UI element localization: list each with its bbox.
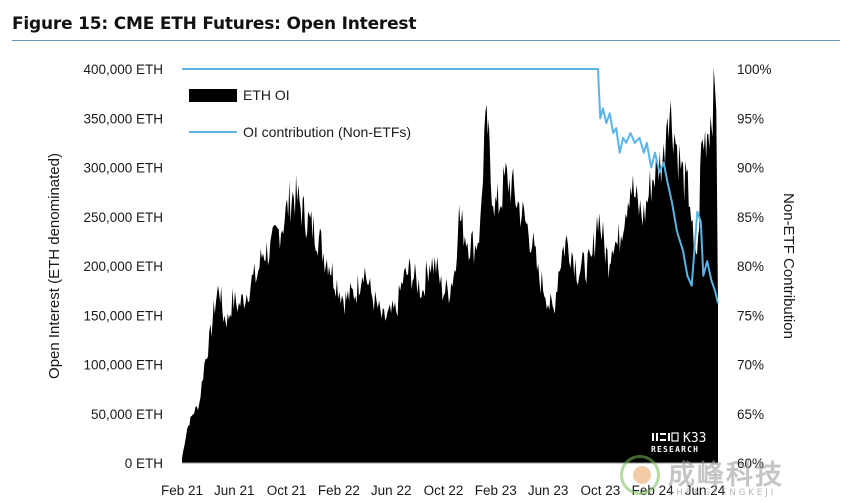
oi-contribution-line-layer [182,68,719,304]
watermark: 成峰科技 SHENGFENGKEJI [612,452,812,502]
figure-title: Figure 15: CME ETH Futures: Open Interes… [12,14,417,34]
title-rule [12,40,840,41]
x-tick-label: Jun 23 [528,483,569,498]
x-tick-label: Feb 22 [318,483,360,498]
y-right-tick-label: 80% [737,259,764,274]
y-left-tick-label: 100,000 ETH [83,358,163,373]
x-tick-label: Feb 21 [161,483,203,498]
x-tick-label: Oct 23 [581,483,621,498]
k33-logo-icon [652,432,679,442]
k33-brand-sub: RESEARCH [651,445,699,454]
y-right-tick-label: 70% [737,358,764,373]
legend: ETH OI OI contribution (Non-ETFs) [189,87,411,140]
eth-oi-area-layer [182,67,718,463]
y-left-tick-label: 50,000 ETH [91,407,163,422]
watermark-subtext: SHENGFENGKEJI [668,488,777,498]
legend-label-oi-contribution: OI contribution (Non-ETFs) [243,124,411,140]
x-tick-label: Oct 21 [267,483,307,498]
x-tick-label: Jun 22 [371,483,412,498]
y-right-tick-label: 60% [737,456,764,471]
y-left-tick-label: 200,000 ETH [83,259,163,274]
y-right-ticks: 60% 65% 70% 75% 80% 85% 90% 95% 100% [737,62,772,471]
k33-research-logo: K33 RESEARCH [651,431,706,454]
y-right-tick-label: 85% [737,210,764,225]
x-tick-label: Oct 22 [424,483,464,498]
y-left-tick-label: 150,000 ETH [83,308,163,323]
y-left-tick-label: 400,000 ETH [83,62,163,77]
y-right-tick-label: 90% [737,161,764,176]
y-right-tick-label: 100% [737,62,772,77]
x-tick-label: Jun 21 [214,483,255,498]
y-left-axis-title: Open Interest (ETH denominated) [46,153,63,379]
y-left-ticks: 0 ETH 50,000 ETH 100,000 ETH 150,000 ETH 200… [83,62,163,471]
y-left-tick-label: 0 ETH [125,456,163,471]
y-right-tick-label: 65% [737,407,764,422]
y-left-tick-label: 350,000 ETH [83,111,163,126]
y-right-tick-label: 95% [737,111,764,126]
eth-oi-area [182,67,718,463]
y-right-tick-label: 75% [737,308,764,323]
y-left-tick-label: 300,000 ETH [83,161,163,176]
oi-contribution-line [182,68,719,304]
watermark-logo-icon [620,455,660,495]
legend-label-eth-oi: ETH OI [243,87,290,103]
x-tick-label: Jun 24 [685,483,726,498]
y-left-tick-label: 250,000 ETH [83,210,163,225]
k33-brand-name: K33 [683,431,706,446]
x-tick-label: Feb 23 [475,483,517,498]
watermark-text: 成峰科技 [668,460,784,491]
y-right-axis-title: Non-ETF Contribution [780,193,797,339]
legend-swatch-eth-oi [189,89,237,102]
